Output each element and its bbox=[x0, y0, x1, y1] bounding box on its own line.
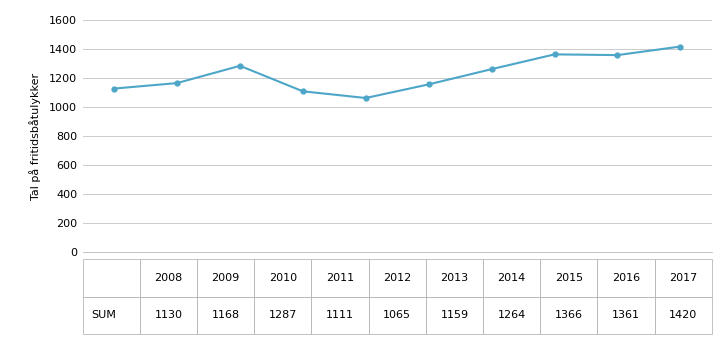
Text: 1366: 1366 bbox=[555, 310, 583, 321]
Text: 2013: 2013 bbox=[440, 273, 469, 283]
Text: 2014: 2014 bbox=[498, 273, 526, 283]
Text: 2009: 2009 bbox=[211, 273, 240, 283]
Text: 1264: 1264 bbox=[498, 310, 526, 321]
Text: 1111: 1111 bbox=[326, 310, 354, 321]
Text: 2008: 2008 bbox=[155, 273, 183, 283]
Text: 2011: 2011 bbox=[326, 273, 354, 283]
Text: 1361: 1361 bbox=[612, 310, 640, 321]
Text: 1130: 1130 bbox=[155, 310, 183, 321]
Text: 2015: 2015 bbox=[555, 273, 583, 283]
Text: 1168: 1168 bbox=[211, 310, 239, 321]
Text: 2010: 2010 bbox=[269, 273, 297, 283]
Y-axis label: Tal på fritidsbåtulykker: Tal på fritidsbåtulykker bbox=[29, 73, 41, 200]
Text: 2012: 2012 bbox=[383, 273, 411, 283]
Text: 2017: 2017 bbox=[669, 273, 697, 283]
Text: SUM: SUM bbox=[91, 310, 116, 321]
Text: 1287: 1287 bbox=[269, 310, 297, 321]
Text: 1420: 1420 bbox=[669, 310, 697, 321]
Text: 1159: 1159 bbox=[440, 310, 469, 321]
Text: 2016: 2016 bbox=[612, 273, 640, 283]
Text: 1065: 1065 bbox=[383, 310, 411, 321]
